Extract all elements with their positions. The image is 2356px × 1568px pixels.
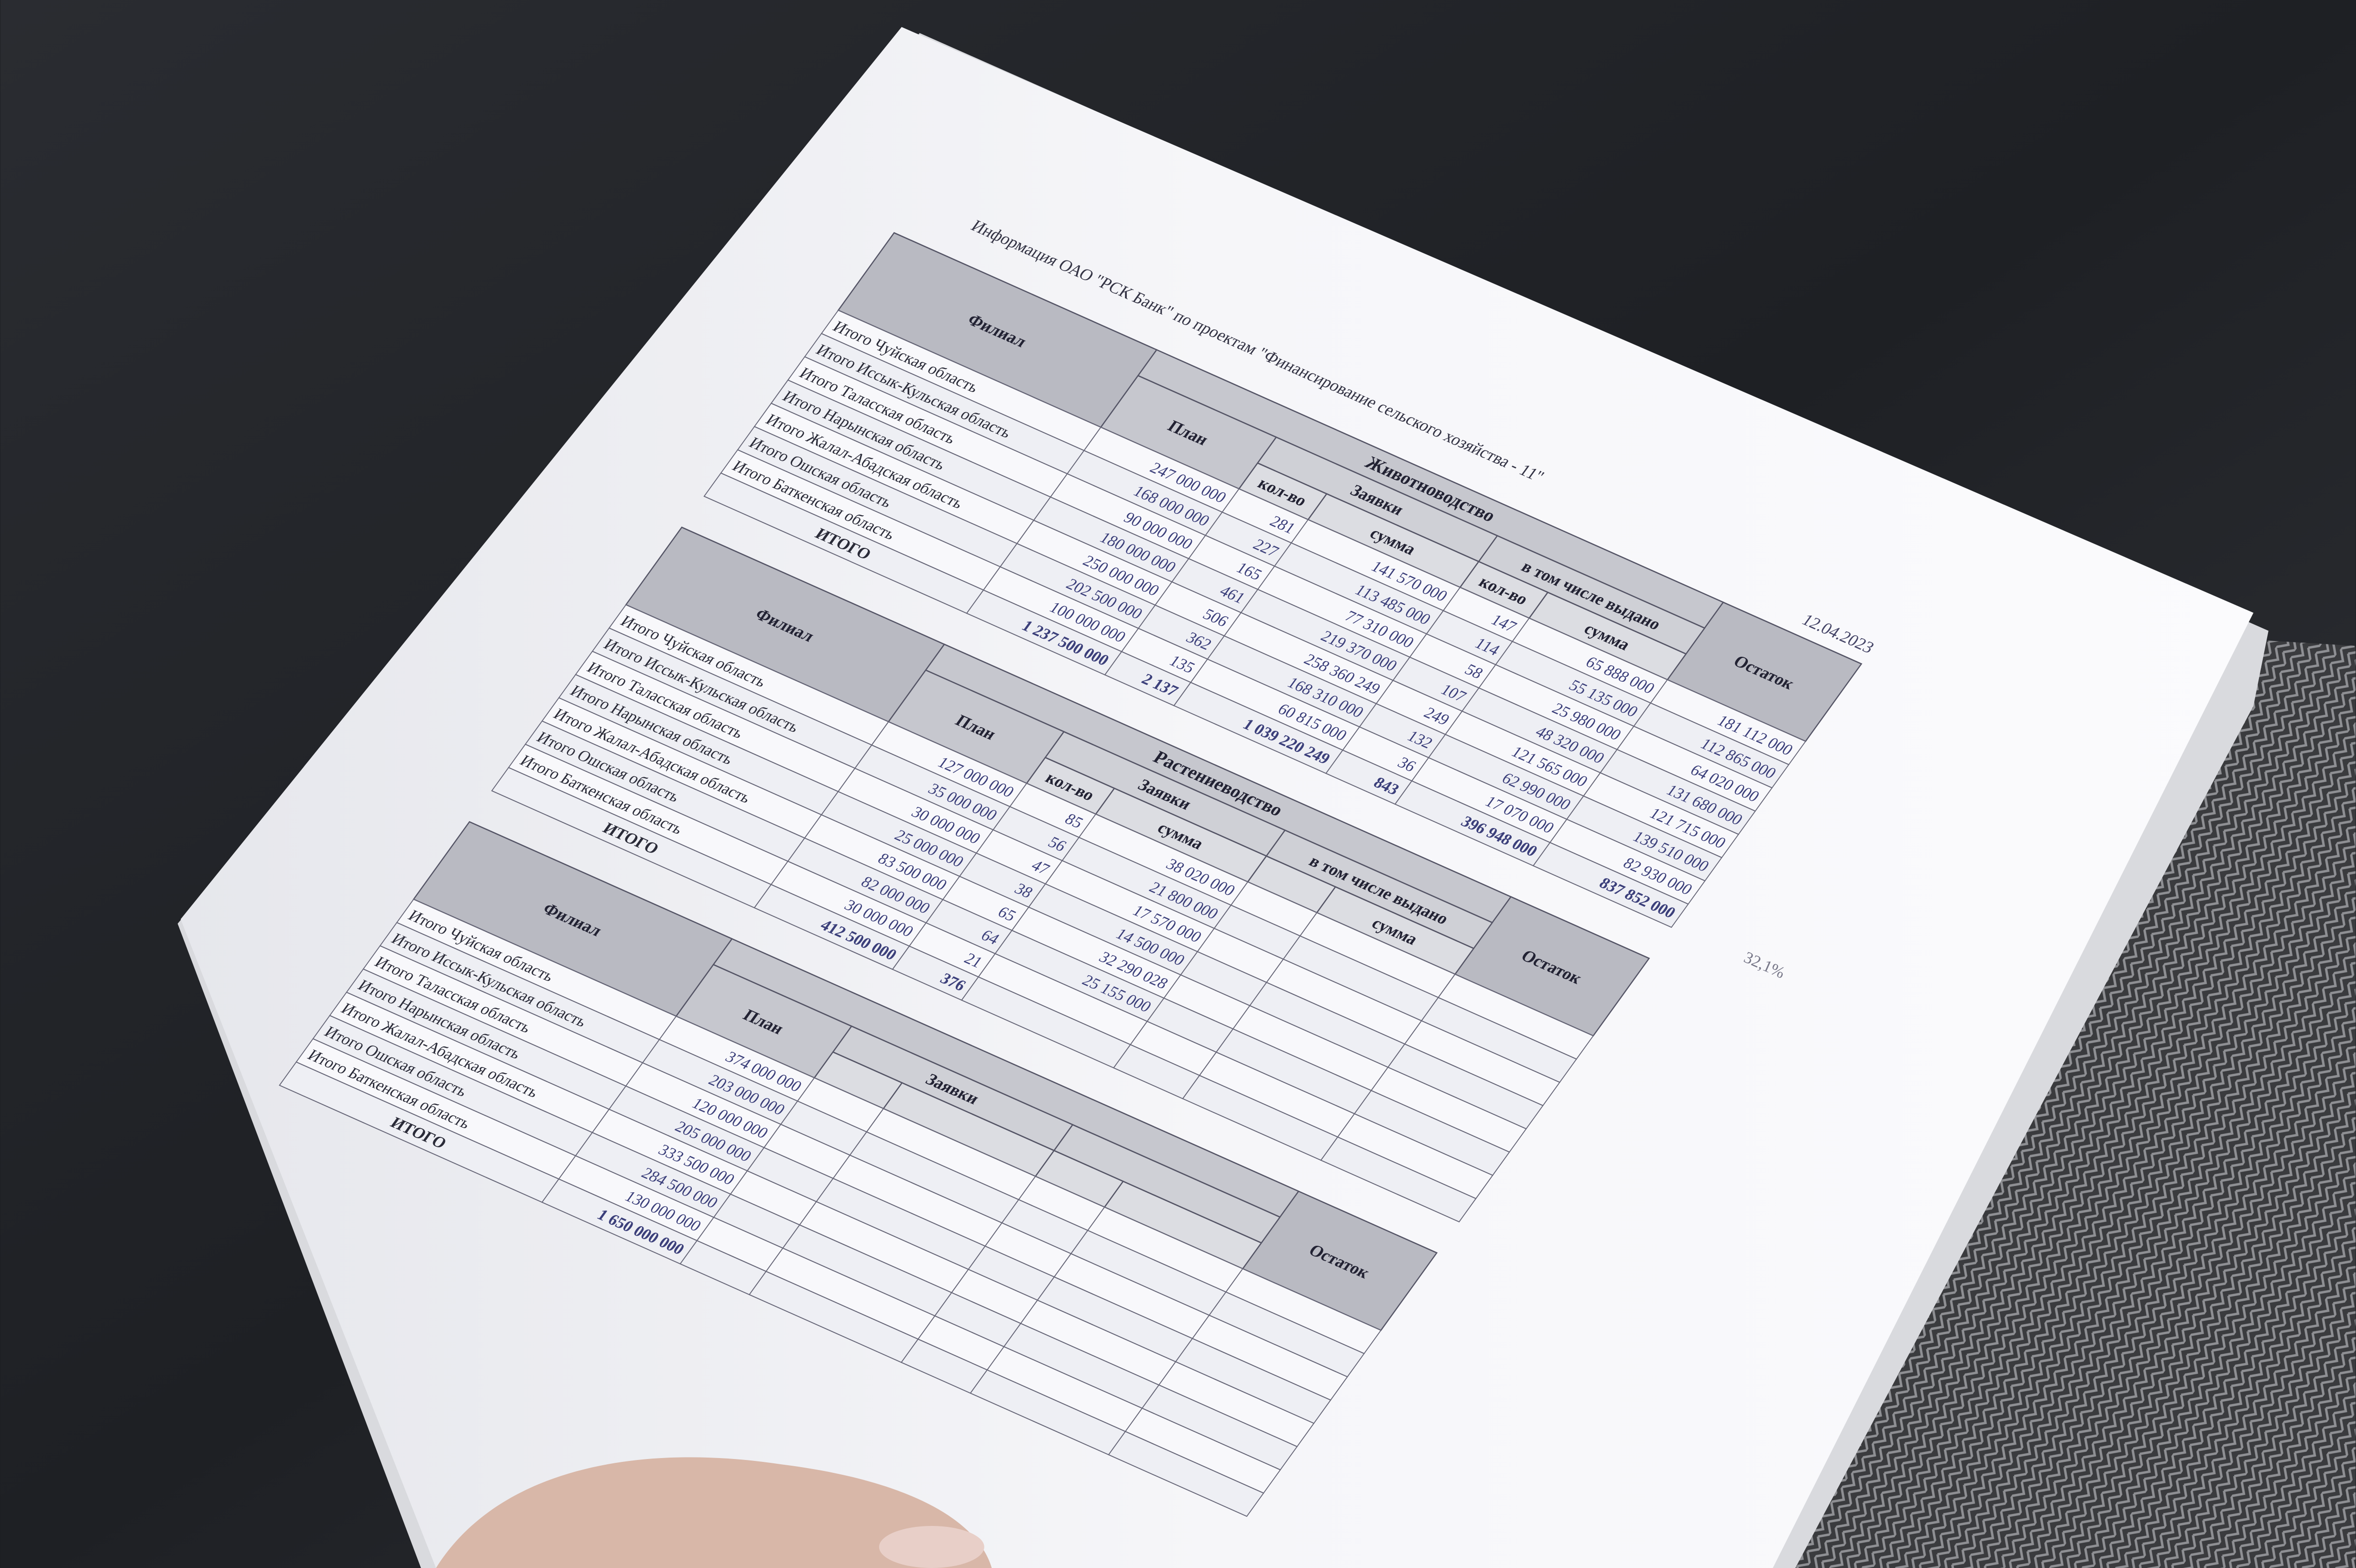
cell — [1108, 1431, 1265, 1517]
table: ФилиалРастениеводствоОстатокПланЗаявкив … — [491, 526, 1650, 1223]
cell — [1320, 1136, 1477, 1223]
cell — [1532, 842, 1689, 928]
fingernail — [879, 1526, 984, 1568]
document: Информация ОАО "РСК Банк" по проектам "Ф… — [279, 216, 1878, 1517]
hand — [436, 1457, 992, 1568]
